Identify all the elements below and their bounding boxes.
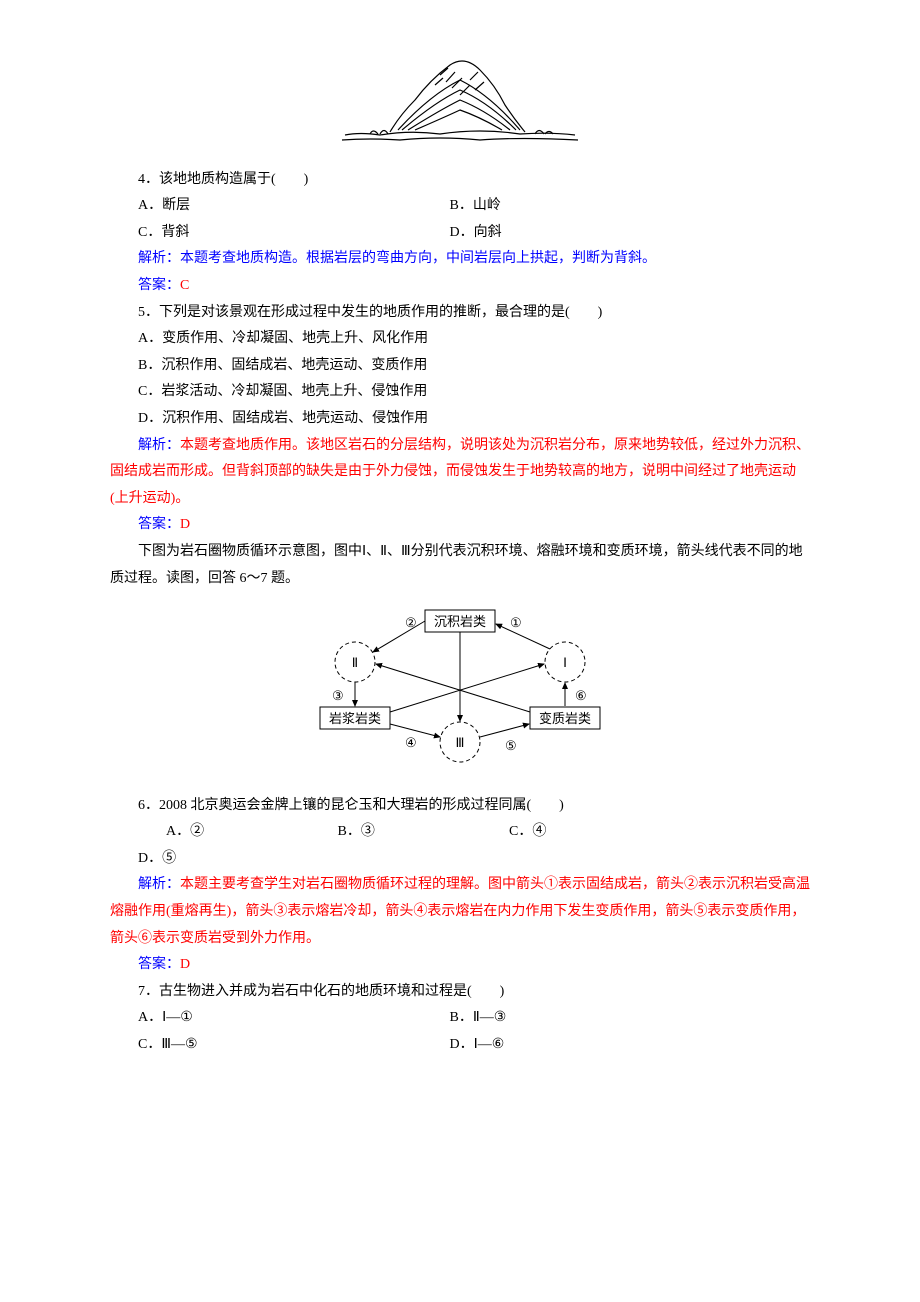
q6-answer: 答案：D <box>110 952 810 979</box>
q6-optC: C．④ <box>481 819 649 846</box>
diagram-circle-bottom: Ⅲ <box>456 735 465 750</box>
q5-optC: C．岩浆活动、冷却凝固、地壳上升、侵蚀作用 <box>110 379 810 406</box>
figure-mountain <box>110 40 810 161</box>
diagram-circle-right: Ⅰ <box>563 655 567 670</box>
q5-stem: 5．下列是对该景观在形成过程中发生的地质作用的推断，最合理的是( ) <box>110 300 810 327</box>
q4-row1: A．断层 B．山岭 <box>110 193 810 220</box>
label-2: ② <box>405 615 417 630</box>
q6-analysis-label: 解析： <box>138 877 180 892</box>
q7-stem: 7．古生物进入并成为岩石中化石的地质环境和过程是( ) <box>110 979 810 1006</box>
q4-answer-val: C <box>180 278 189 293</box>
q5-analysis-body: 本题考查地质作用。该地区岩石的分层结构，说明该处为沉积岩分布，原来地势较低，经过… <box>110 438 810 506</box>
q5-answer-label: 答案： <box>138 517 180 532</box>
q4-optD: D．向斜 <box>450 220 502 247</box>
label-3: ③ <box>332 688 344 703</box>
diagram-right-box: 变质岩类 <box>539 711 591 726</box>
q5-analysis: 解析：本题考查地质作用。该地区岩石的分层结构，说明该处为沉积岩分布，原来地势较低… <box>110 433 810 513</box>
q4-optB: B．山岭 <box>450 193 501 220</box>
q4-optC: C．背斜 <box>110 220 446 247</box>
q7-row1: A．Ⅰ—① B．Ⅱ—③ <box>110 1005 810 1032</box>
q6-options: A．② B．③ C．④ D．⑤ <box>110 819 810 872</box>
q4-stem: 4．该地地质构造属于( ) <box>110 167 810 194</box>
q5-optB: B．沉积作用、固结成岩、地壳运动、变质作用 <box>110 353 810 380</box>
q6-optD: D．⑤ <box>110 846 278 873</box>
q6-optA: A．② <box>138 819 306 846</box>
q6-stem: 6．2008 北京奥运会金牌上镶的昆仑玉和大理岩的形成过程同属( ) <box>110 793 810 820</box>
q7-optC: C．Ⅲ—⑤ <box>110 1032 446 1059</box>
q4-optA: A．断层 <box>110 193 446 220</box>
q5-answer: 答案：D <box>110 512 810 539</box>
q5-optA: A．变质作用、冷却凝固、地壳上升、风化作用 <box>110 326 810 353</box>
q4-answer-label: 答案： <box>138 278 180 293</box>
label-4: ④ <box>405 735 417 750</box>
q7-row2: C．Ⅲ—⑤ D．Ⅰ—⑥ <box>110 1032 810 1059</box>
q7-optB: B．Ⅱ—③ <box>450 1005 507 1032</box>
q6-answer-val: D <box>180 957 190 972</box>
diagram-circle-left: Ⅱ <box>352 655 358 670</box>
q4-row2: C．背斜 D．向斜 <box>110 220 810 247</box>
rock-cycle-svg: 沉积岩类 Ⅱ Ⅰ Ⅲ 岩浆岩类 变质岩类 ② <box>310 602 610 772</box>
label-1: ① <box>510 615 522 630</box>
diagram-top: 沉积岩类 <box>434 614 486 629</box>
q7-optA: A．Ⅰ—① <box>110 1005 446 1032</box>
label-5: ⑤ <box>505 738 517 753</box>
q6-answer-label: 答案： <box>138 957 180 972</box>
q4-analysis: 解析：本题考查地质构造。根据岩层的弯曲方向，中间岩层向上拱起，判断为背斜。 <box>110 246 810 273</box>
passage-67: 下图为岩石圈物质循环示意图，图中Ⅰ、Ⅱ、Ⅲ分别代表沉积环境、熔融环境和变质环境，… <box>110 539 810 592</box>
q6-analysis-body: 本题主要考查学生对岩石圈物质循环过程的理解。图中箭头①表示固结成岩，箭头②表示沉… <box>110 877 810 945</box>
q5-optD: D．沉积作用、固结成岩、地壳运动、侵蚀作用 <box>110 406 810 433</box>
q5-answer-val: D <box>180 517 190 532</box>
page-container: 4．该地地质构造属于( ) A．断层 B．山岭 C．背斜 D．向斜 解析：本题考… <box>0 0 920 1099</box>
q5-analysis-label: 解析： <box>138 438 180 453</box>
q6-analysis: 解析：本题主要考查学生对岩石圈物质循环过程的理解。图中箭头①表示固结成岩，箭头②… <box>110 872 810 952</box>
label-6: ⑥ <box>575 688 587 703</box>
mountain-svg <box>340 40 580 150</box>
figure-rock-cycle: 沉积岩类 Ⅱ Ⅰ Ⅲ 岩浆岩类 变质岩类 ② <box>110 602 810 783</box>
q4-answer: 答案：C <box>110 273 810 300</box>
q6-optB: B．③ <box>310 819 478 846</box>
q7-optD: D．Ⅰ—⑥ <box>450 1032 505 1059</box>
diagram-left-box: 岩浆岩类 <box>329 711 381 726</box>
